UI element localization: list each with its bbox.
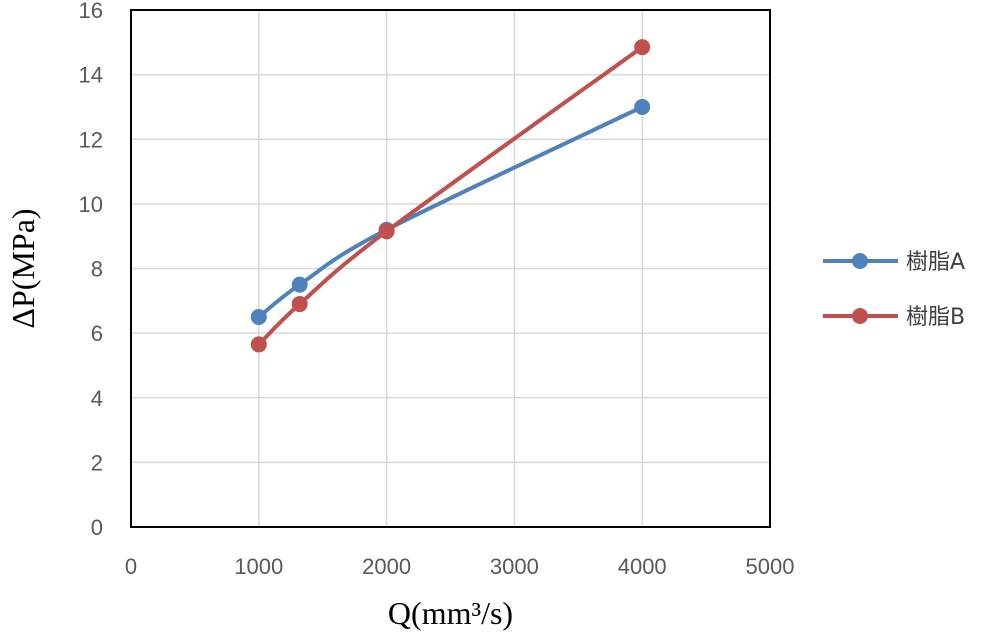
y-axis-title: ΔP(MPa)	[5, 208, 41, 328]
data-point	[634, 98, 651, 115]
data-point	[250, 336, 267, 353]
y-tick-label: 8	[91, 257, 103, 282]
legend: 樹脂A 樹脂B	[823, 250, 965, 330]
data-point	[250, 308, 267, 325]
plot-area-frame	[130, 9, 771, 528]
y-tick-label: 0	[91, 515, 103, 540]
y-tick-label: 10	[79, 192, 103, 217]
x-tick-label: 2000	[362, 554, 411, 579]
y-tick-label: 12	[79, 127, 103, 152]
y-tick-label: 6	[91, 321, 103, 346]
legend-marker	[852, 308, 868, 324]
data-point	[291, 296, 308, 313]
y-tick-label: 16	[79, 0, 103, 23]
y-tick-label: 4	[91, 386, 103, 411]
legend-marker	[852, 253, 868, 269]
data-point	[634, 39, 651, 56]
x-tick-label: 4000	[618, 554, 667, 579]
y-tick-label: 14	[79, 63, 103, 88]
series-line-2	[256, 45, 645, 347]
x-tick-label: 0	[125, 554, 137, 579]
data-point	[378, 223, 395, 240]
x-axis-ticks: 0 1000 2000 3000 4000 5000	[125, 554, 795, 579]
series-layer	[250, 39, 651, 353]
y-axis-ticks: 0 2 4 6 8 10 12 14 16	[79, 0, 103, 540]
x-tick-label: 1000	[234, 554, 283, 579]
y-tick-label: 2	[91, 450, 103, 475]
x-axis-title: Q(mm³/s)	[388, 595, 513, 631]
grid-lines	[131, 10, 770, 527]
legend-label: 樹脂A	[906, 250, 965, 275]
x-tick-label: 5000	[746, 554, 795, 579]
series-line-1	[256, 104, 645, 319]
data-point	[291, 276, 308, 293]
x-tick-label: 3000	[490, 554, 539, 579]
legend-label: 樹脂B	[906, 305, 965, 330]
